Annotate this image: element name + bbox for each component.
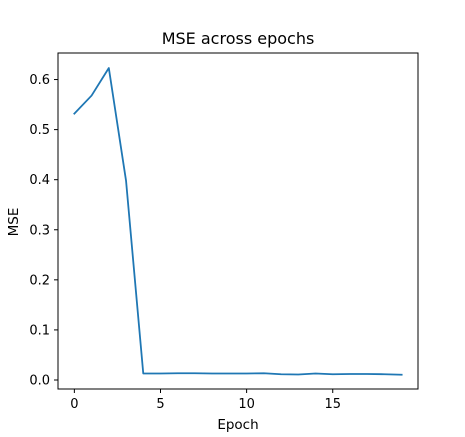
y-axis: 0.0 0.1 0.2 0.3 0.4 0.5 0.6 <box>29 73 58 388</box>
x-axis-label: Epoch <box>217 417 258 433</box>
x-tick-label: 5 <box>156 397 164 412</box>
x-tick-label: 10 <box>238 397 255 412</box>
y-tick-label: 0.5 <box>29 123 50 138</box>
x-tick-label: 15 <box>324 397 341 412</box>
chart-title: MSE across epochs <box>162 29 315 48</box>
plot-area <box>73 67 403 376</box>
y-tick-label: 0.6 <box>29 73 50 88</box>
x-tick-label: 0 <box>70 397 78 412</box>
y-tick-label: 0.2 <box>29 273 50 288</box>
y-axis-label: MSE <box>6 208 22 237</box>
y-tick-label: 0.0 <box>29 373 50 388</box>
plot-frame <box>57 52 419 390</box>
x-axis: 0 5 10 15 <box>70 389 341 412</box>
y-tick-label: 0.1 <box>29 323 50 338</box>
y-tick-label: 0.3 <box>29 223 50 238</box>
series-line <box>73 67 403 376</box>
y-tick-label: 0.4 <box>29 173 50 188</box>
